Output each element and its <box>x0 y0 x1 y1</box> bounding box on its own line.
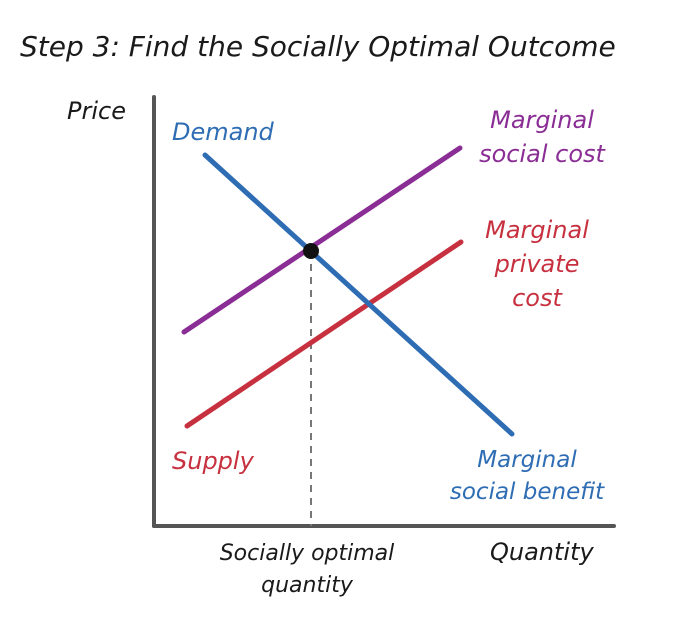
mpc-label-line3: cost <box>512 284 563 312</box>
optimal-quantity-label-line1: Socially optimal <box>220 541 395 566</box>
optimal-quantity-label-line2: quantity <box>261 573 354 598</box>
msc-label-line2: social cost <box>479 140 606 168</box>
msc-curve <box>181 145 463 335</box>
supply-label: Supply <box>172 447 255 475</box>
diagram-title: Step 3: Find the Socially Optimal Outcom… <box>20 30 616 63</box>
x-axis-label: Quantity <box>490 538 595 566</box>
mpc-label-line2: private <box>494 250 580 278</box>
msb-label-line1: Marginal <box>477 447 577 473</box>
y-axis-label: Price <box>67 97 126 125</box>
msc-label-line1: Marginal <box>490 106 594 134</box>
mpc-curve <box>184 239 464 429</box>
demand-curve <box>202 152 515 437</box>
msb-label-line2: social benefit <box>450 479 605 505</box>
mpc-label-line1: Marginal <box>485 216 589 244</box>
socially-optimal-point <box>303 243 319 259</box>
demand-label: Demand <box>172 118 275 146</box>
